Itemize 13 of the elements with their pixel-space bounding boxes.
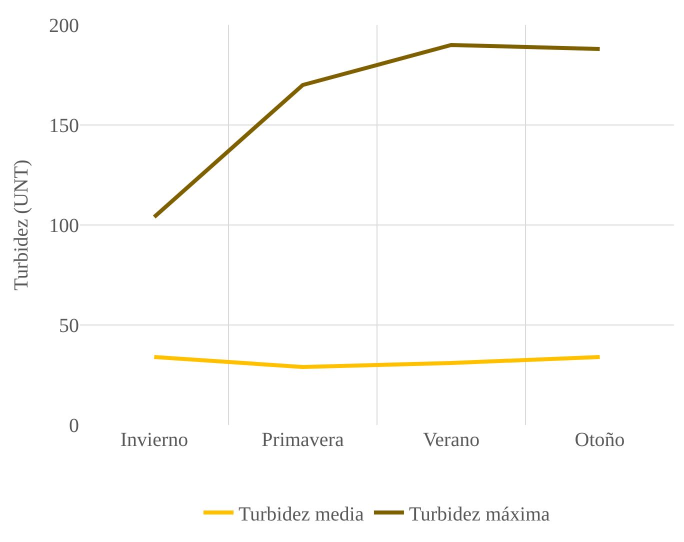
y-tick-label: 50 (59, 315, 79, 337)
y-tick-label: 150 (49, 115, 79, 137)
x-tick-label: Primavera (262, 429, 344, 451)
y-tick-label: 0 (69, 415, 79, 437)
y-axis-title: Turbidez (UNT) (10, 160, 32, 290)
line-series (152, 43, 602, 219)
legend-label: Turbidez máxima (408, 503, 550, 526)
legend-label: Turbidez media (238, 503, 364, 526)
x-tick-label: Invierno (120, 429, 188, 451)
y-tick-label: 100 (49, 215, 79, 237)
x-tick-label: Verano (422, 429, 480, 451)
x-tick-label: Otoño (574, 429, 625, 451)
y-tick-label: 200 (49, 15, 79, 37)
